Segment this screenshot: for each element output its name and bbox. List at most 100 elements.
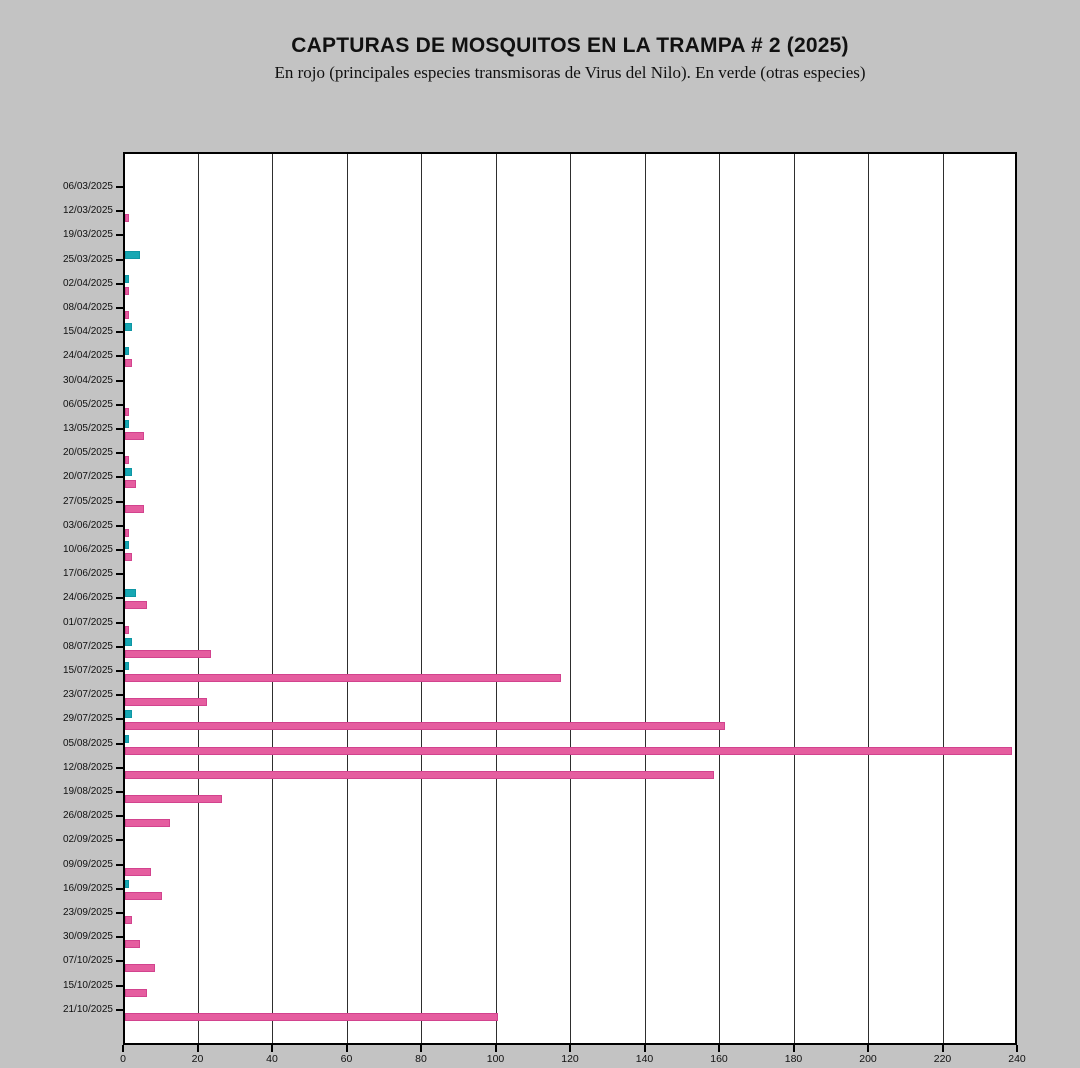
y-axis-tick xyxy=(116,936,123,939)
bar-transmisoras xyxy=(125,674,561,682)
bar-otras-especies xyxy=(125,250,140,259)
y-axis-date-label: 23/09/2025 xyxy=(62,907,113,918)
y-axis-date-label: 02/04/2025 xyxy=(62,277,113,289)
chart-title: CAPTURAS DE MOSQUITOS EN LA TRAMPA # 2 (… xyxy=(291,34,849,57)
y-axis-tick xyxy=(116,742,123,745)
bar-transmisoras xyxy=(125,407,129,416)
y-axis-tick xyxy=(116,597,123,600)
y-axis-date-label: 19/08/2025 xyxy=(62,786,113,797)
y-axis-date-label: 12/03/2025 xyxy=(62,205,113,217)
y-axis-date-label: 03/06/2025 xyxy=(62,519,113,531)
bar-transmisoras xyxy=(125,1012,498,1021)
bar-otras-especies xyxy=(125,637,133,646)
bar-transmisoras xyxy=(125,480,137,489)
bar-otras-especies xyxy=(125,734,129,743)
x-axis-tick-label: 240 xyxy=(1008,1053,1026,1065)
y-axis-date-label: 13/05/2025 xyxy=(62,423,113,434)
bar-otras-especies xyxy=(125,541,129,549)
gridline xyxy=(942,154,944,1043)
bar-transmisoras xyxy=(125,891,163,900)
bar-transmisoras xyxy=(125,916,133,924)
y-axis-date-label: 09/09/2025 xyxy=(62,858,113,870)
x-axis-tick xyxy=(718,1045,720,1052)
y-axis-date-label: 23/07/2025 xyxy=(62,689,113,701)
y-axis-tick xyxy=(116,694,123,697)
y-axis-date-label: 07/10/2025 xyxy=(62,955,113,967)
y-axis-tick xyxy=(116,887,123,890)
x-axis-tick xyxy=(569,1045,571,1052)
bar-otras-especies xyxy=(125,347,129,356)
chart-header: CAPTURAS DE MOSQUITOS EN LA TRAMPA # 2 (… xyxy=(123,34,1017,83)
y-axis-tick xyxy=(116,307,123,309)
gridline xyxy=(421,154,422,1043)
y-axis-date-label: 26/08/2025 xyxy=(62,810,113,822)
bar-otras-especies xyxy=(125,879,129,888)
bar-transmisoras xyxy=(125,601,148,610)
y-axis-date-label: 01/07/2025 xyxy=(62,616,113,628)
x-axis-tick-label: 40 xyxy=(266,1053,278,1065)
y-axis-tick xyxy=(116,960,123,963)
bar-otras-especies xyxy=(125,420,129,428)
x-axis-tick xyxy=(1016,1045,1018,1052)
gridline xyxy=(868,154,869,1043)
y-axis-date-label: 30/09/2025 xyxy=(62,931,113,943)
y-axis-tick xyxy=(116,645,123,648)
bar-transmisoras xyxy=(125,867,152,876)
y-axis-tick xyxy=(116,791,123,793)
y-axis-date-label: 25/03/2025 xyxy=(62,253,113,265)
x-axis-tick-label: 140 xyxy=(635,1053,654,1065)
x-axis-tick xyxy=(867,1045,869,1052)
y-axis-date-label: 15/07/2025 xyxy=(62,665,113,676)
x-axis-tick-label: 180 xyxy=(784,1053,803,1065)
bar-transmisoras xyxy=(125,649,211,658)
y-axis-tick xyxy=(116,1008,123,1011)
bar-transmisoras xyxy=(125,964,155,973)
y-axis-date-label: 08/04/2025 xyxy=(62,302,113,313)
bar-transmisoras xyxy=(125,746,1012,755)
y-axis-tick xyxy=(116,500,123,503)
y-axis-tick xyxy=(116,670,123,672)
y-axis-date-label: 06/05/2025 xyxy=(62,398,113,410)
x-axis-tick xyxy=(941,1045,944,1052)
x-axis-tick-label: 20 xyxy=(191,1053,204,1065)
bar-otras-especies xyxy=(125,323,133,332)
y-axis-date-label: 21/10/2025 xyxy=(62,1003,113,1015)
bar-transmisoras xyxy=(125,698,207,707)
y-axis-tick xyxy=(116,234,123,237)
y-axis-tick xyxy=(116,258,123,261)
y-axis-date-label: 24/04/2025 xyxy=(62,350,113,362)
bar-otras-especies xyxy=(125,589,137,598)
y-axis-date-label: 15/04/2025 xyxy=(62,326,113,338)
x-axis-tick-label: 200 xyxy=(859,1053,877,1065)
y-axis-tick xyxy=(116,815,123,818)
bar-transmisoras xyxy=(125,770,714,779)
gridline xyxy=(570,154,571,1043)
bar-transmisoras xyxy=(125,819,170,828)
y-axis-date-label: 19/03/2025 xyxy=(62,229,113,241)
gridline xyxy=(272,154,273,1043)
y-axis-date-label: 17/06/2025 xyxy=(62,568,113,580)
bar-otras-especies xyxy=(125,710,133,719)
y-axis-date-label: 20/07/2025 xyxy=(62,471,113,483)
gridline xyxy=(719,154,720,1043)
x-axis-tick-label: 220 xyxy=(933,1053,952,1065)
y-axis-date-label: 08/07/2025 xyxy=(62,640,113,652)
y-axis-date-label: 05/08/2025 xyxy=(62,737,113,749)
y-axis-tick xyxy=(116,549,123,551)
y-axis-date-label: 12/08/2025 xyxy=(62,761,113,773)
bar-transmisoras xyxy=(125,795,222,803)
y-axis-date-label: 30/04/2025 xyxy=(62,374,113,386)
bar-transmisoras xyxy=(125,504,144,513)
x-axis-tick xyxy=(420,1045,422,1052)
y-axis-tick xyxy=(116,452,123,455)
y-axis-date-label: 20/05/2025 xyxy=(62,447,113,459)
x-axis-tick-label: 160 xyxy=(710,1053,728,1065)
x-axis-tick xyxy=(271,1045,273,1052)
y-axis-tick xyxy=(116,524,123,527)
plot-area xyxy=(123,152,1017,1045)
x-axis-tick xyxy=(196,1045,199,1052)
y-axis-tick xyxy=(116,331,123,334)
bar-transmisoras xyxy=(125,553,133,561)
bar-transmisoras xyxy=(125,214,129,223)
